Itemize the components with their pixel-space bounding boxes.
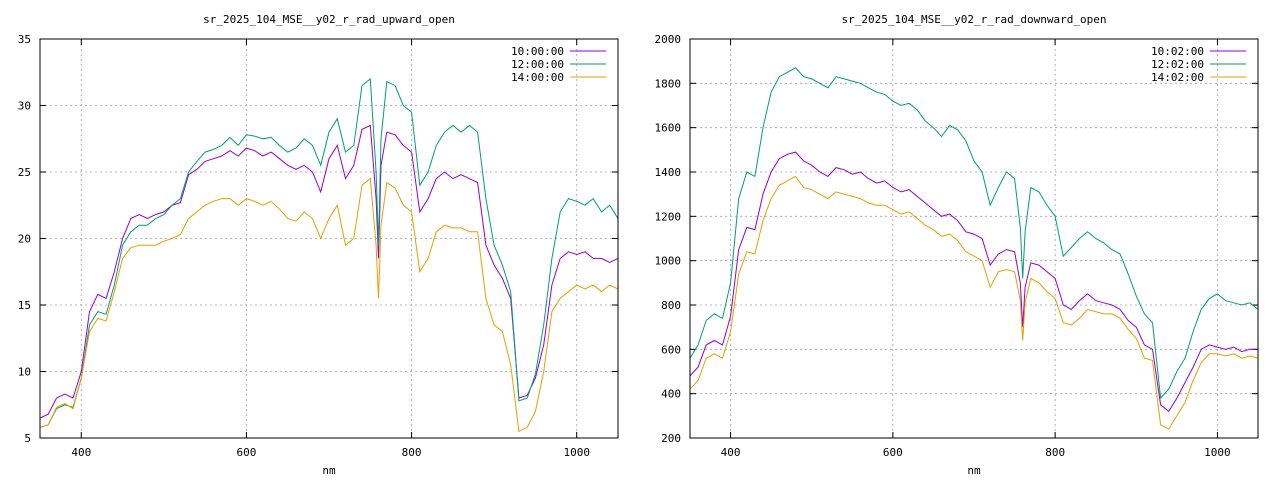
legend-label: 14:02:00 [1151,71,1204,84]
legend-label: 12:00:00 [511,58,564,71]
x-tick-label: 400 [71,446,91,459]
y-tick-label: 1400 [655,166,682,179]
x-axis-label: nm [322,464,336,477]
y-tick-label: 1200 [655,210,682,223]
x-tick-label: 800 [402,446,422,459]
chart-title: sr_2025_104_MSE__y02_r_rad_upward_open [203,13,455,26]
legend-label: 14:00:00 [511,71,564,84]
y-tick-label: 20 [18,233,31,246]
legend-label: 10:02:00 [1151,45,1204,58]
y-tick-label: 10 [18,366,31,379]
series-line-1 [690,151,1258,413]
y-tick-label: 5 [24,432,31,445]
series-line-2 [690,67,1258,400]
series-line-3 [40,177,618,433]
y-tick-label: 25 [18,166,31,179]
legend-label: 12:02:00 [1151,58,1204,71]
y-tick-label: 30 [18,100,31,113]
plot-frame [39,38,619,439]
x-axis-label: nm [967,464,981,477]
x-tick-label: 600 [883,446,903,459]
y-tick-label: 1600 [655,122,682,135]
y-tick-label: 15 [18,299,31,312]
y-tick-label: 35 [18,33,31,46]
chart-1: sr_2025_104_MSE__y02_r_rad_upward_open 40… [18,13,619,477]
x-tick-label: 800 [1045,446,1065,459]
series-line-1 [40,124,618,419]
x-tick-label: 1000 [1204,446,1231,459]
series-line-2 [40,77,618,428]
y-tick-label: 2000 [655,33,682,46]
series-line-3 [690,175,1258,430]
x-tick-label: 600 [236,446,256,459]
chart-title: sr_2025_104_MSE__y02_r_rad_downward_open [842,13,1107,26]
chart-2: sr_2025_104_MSE__y02_r_rad_downward_open… [655,13,1259,477]
legend-label: 10:00:00 [511,45,564,58]
y-tick-label: 600 [661,343,681,356]
x-tick-label: 400 [721,446,741,459]
y-tick-label: 400 [661,388,681,401]
y-tick-label: 200 [661,432,681,445]
y-tick-label: 1000 [655,255,682,268]
x-tick-label: 1000 [563,446,590,459]
plot-frame [689,38,1259,439]
y-tick-label: 800 [661,299,681,312]
y-tick-label: 1800 [655,77,682,90]
